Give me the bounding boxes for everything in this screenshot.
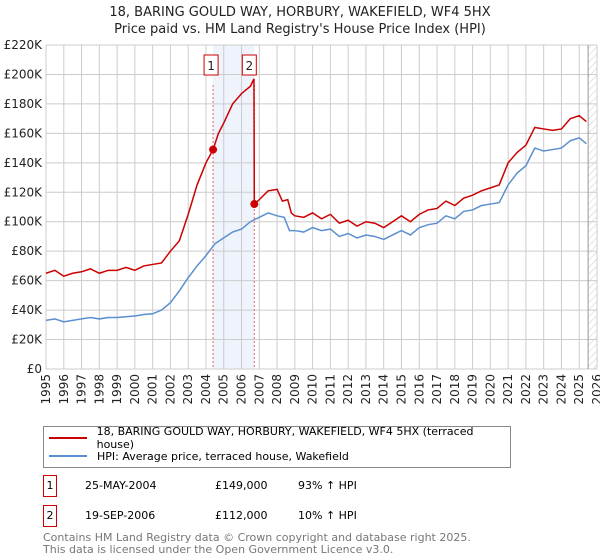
x-tick-label: 2026 (590, 374, 600, 405)
x-tick-label: 1996 (57, 374, 71, 405)
sale-hpi: 10% ↑ HPI (298, 509, 357, 522)
x-tick-label: 2007 (252, 374, 266, 405)
x-tick-label: 1997 (75, 374, 89, 405)
sale-marker-label: 1 (207, 59, 215, 73)
sale-marker-box (241, 54, 257, 76)
y-tick-label: £180K (4, 97, 44, 111)
x-tick-label: 1995 (39, 374, 53, 405)
x-tick-label: 2008 (270, 374, 284, 405)
chart-title: 18, BARING GOULD WAY, HORBURY, WAKEFIELD… (109, 5, 491, 20)
x-tick-label: 2024 (554, 374, 568, 405)
sale-marker: 2 (43, 505, 57, 527)
y-tick-label: £160K (4, 126, 44, 140)
chart-subtitle: Price paid vs. HM Land Registry's House … (114, 22, 486, 37)
x-tick-label: 2000 (128, 374, 142, 405)
x-tick-label: 2002 (163, 374, 177, 405)
sale-period-band (213, 45, 255, 369)
x-tick-label: 2019 (466, 374, 480, 405)
x-tick-label: 2014 (377, 374, 391, 405)
y-tick-label: £100K (4, 215, 44, 229)
sale-marker-label: 2 (245, 59, 253, 73)
x-tick-label: 2022 (519, 374, 533, 405)
x-tick-label: 2023 (537, 374, 551, 405)
x-tick-label: 1998 (92, 374, 106, 405)
legend-label: 18, BARING GOULD WAY, HORBURY, WAKEFIELD… (96, 425, 474, 451)
x-tick-label: 2025 (572, 374, 586, 405)
x-tick-label: 2010 (306, 374, 320, 405)
sale-price: £112,000 (215, 509, 268, 522)
footer-copyright: Contains HM Land Registry data © Crown c… (43, 531, 471, 544)
sale-price: £149,000 (215, 479, 268, 492)
sale-marker-box (203, 54, 219, 76)
sale-hpi: 93% ↑ HPI (298, 479, 357, 492)
sale-date: 19-SEP-2006 (85, 509, 156, 522)
x-tick-label: 2006 (235, 374, 249, 405)
y-tick-label: £80K (11, 244, 43, 258)
y-tick-label: £120K (4, 185, 44, 199)
y-tick-label: £40K (11, 303, 43, 317)
x-tick-label: 2018 (448, 374, 462, 405)
legend-label: HPI: Average price, terraced house, Wake… (97, 449, 349, 463)
x-tick-label: 2020 (483, 374, 497, 405)
x-tick-label: 1999 (110, 374, 124, 405)
y-tick-label: £0 (27, 362, 42, 376)
x-tick-label: 2005 (217, 374, 231, 405)
x-tick-label: 2016 (412, 374, 426, 405)
x-tick-label: 2001 (146, 374, 160, 405)
y-tick-label: £20K (11, 333, 43, 347)
y-tick-label: £200K (4, 67, 44, 81)
y-tick-label: £220K (4, 38, 44, 52)
y-tick-label: £140K (4, 156, 44, 170)
sale-point (250, 200, 259, 209)
x-tick-label: 2021 (501, 374, 515, 405)
x-tick-label: 2011 (323, 374, 337, 405)
x-tick-label: 2009 (288, 374, 302, 405)
sale-date: 25-MAY-2004 (85, 479, 157, 492)
x-tick-label: 2012 (341, 374, 355, 405)
legend-item-hpi: HPI: Average price, terraced house, Wake… (49, 448, 349, 464)
footer-licence: This data is licensed under the Open Gov… (43, 543, 394, 556)
x-tick-label: 2003 (181, 374, 195, 405)
x-tick-label: 2017 (430, 374, 444, 405)
legend-item-property: 18, BARING GOULD WAY, HORBURY, WAKEFIELD… (49, 425, 510, 451)
x-tick-label: 2004 (199, 374, 213, 405)
hpi-line (45, 136, 587, 323)
y-tick-label: £60K (11, 274, 43, 288)
sale-point (209, 145, 218, 154)
legend: 18, BARING GOULD WAY, HORBURY, WAKEFIELD… (43, 425, 511, 468)
price-paid-line (45, 78, 587, 278)
x-tick-label: 2013 (359, 374, 373, 405)
forecast-hatch (588, 45, 597, 369)
sale-marker: 1 (43, 475, 57, 497)
x-tick-label: 2015 (394, 374, 408, 405)
